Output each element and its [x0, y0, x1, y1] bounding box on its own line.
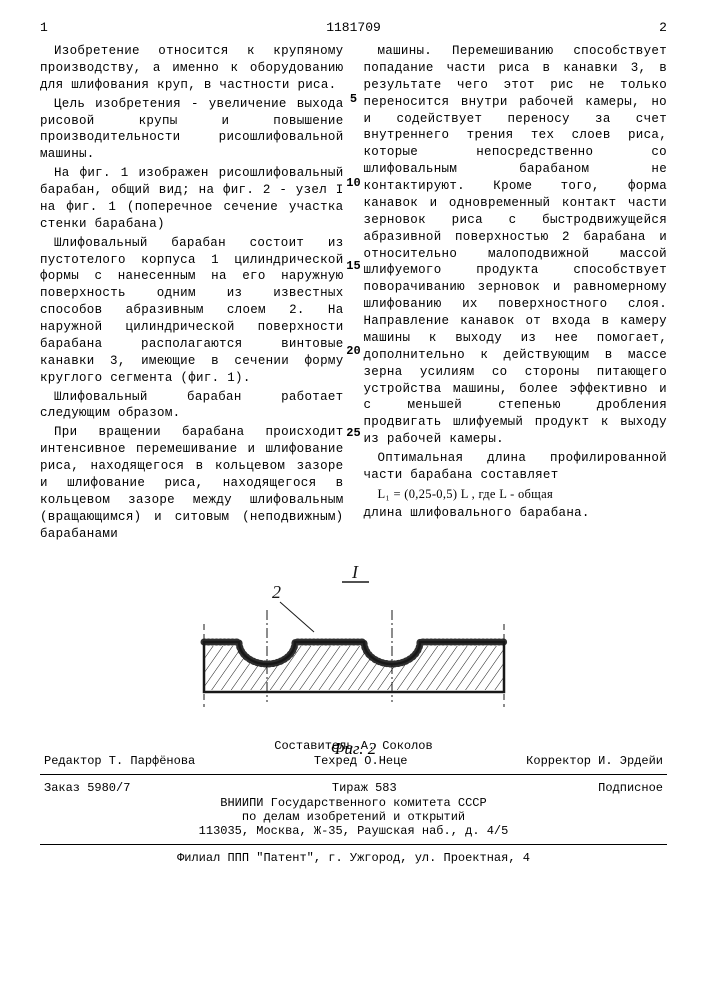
compiler-line: Составитель А. Соколов — [40, 739, 667, 753]
figure-ref-label: 2 — [272, 582, 281, 602]
paragraph: длина шлифовального барабана. — [364, 505, 668, 522]
paragraph: При вращении барабана происходит интенси… — [40, 424, 344, 542]
page-number-right: 2 — [659, 20, 667, 35]
figure-node-label: I — [351, 562, 359, 582]
subscript-label: Подписное — [598, 781, 663, 795]
column-right: машины. Перемешиванию способствует попад… — [364, 43, 668, 544]
corrector-label: Корректор И. Эрдейи — [526, 754, 663, 768]
paragraph: Изобретение относится к крупяному произв… — [40, 43, 344, 94]
page-number-left: 1 — [40, 20, 48, 35]
org-line2: по делам изобретений и открытий — [40, 810, 667, 824]
branch-line: Филиал ППП "Патент", г. Ужгород, ул. Про… — [40, 851, 667, 865]
column-left: Изобретение относится к крупяному произв… — [40, 43, 344, 544]
text-columns: Изобретение относится к крупяному произв… — [40, 43, 667, 544]
editor-label: Редактор Т. Парфёнова — [44, 754, 195, 768]
figure-diagram: I 2 — [174, 562, 534, 732]
figure-block: I 2 Фиг. 2 — [40, 562, 667, 759]
order-label: Заказ 5980/7 — [44, 781, 130, 795]
paragraph: На фиг. 1 изображен рисошлифовальный бар… — [40, 165, 344, 233]
tehred-label: Техред О.Неце — [314, 754, 408, 768]
divider — [40, 844, 667, 845]
paragraph: Шлифовальный барабан состоит из пустотел… — [40, 235, 344, 387]
tirazh-label: Тираж 583 — [332, 781, 397, 795]
formula-line: L₁ = (0,25-0,5) L , где L - общая — [364, 486, 668, 503]
org-line: ВНИИПИ Государственного комитета СССР — [40, 796, 667, 810]
document-number: 1181709 — [326, 20, 381, 35]
address-line: 113035, Москва, Ж-35, Раушская наб., д. … — [40, 824, 667, 838]
paragraph: Шлифовальный барабан работает следующим … — [40, 389, 344, 423]
divider — [40, 774, 667, 775]
colophon: Составитель А. Соколов Редактор Т. Парфё… — [40, 739, 667, 865]
paragraph: машины. Перемешиванию способствует попад… — [364, 43, 668, 448]
paragraph: Цель изобретения - увеличение выхода рис… — [40, 96, 344, 164]
paragraph: Оптимальная длина профилированной части … — [364, 450, 668, 484]
